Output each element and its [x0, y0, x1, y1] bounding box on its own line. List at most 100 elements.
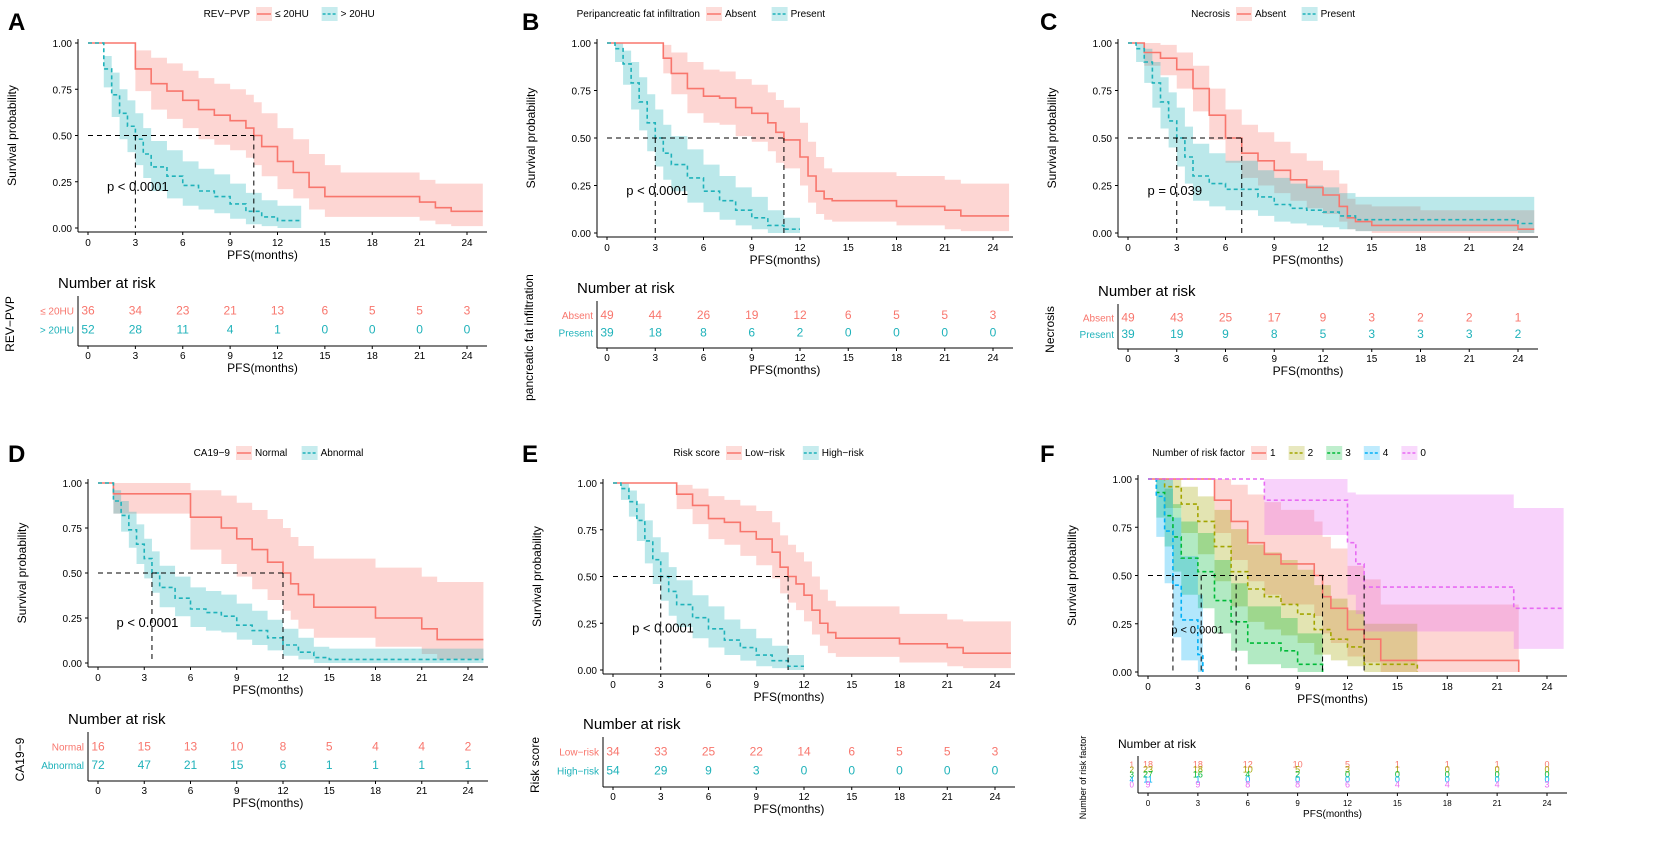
risk-x-tick-label: 9 [227, 351, 233, 362]
ci-ribbon-Present [607, 43, 800, 233]
x-axis-title: PFS(months) [754, 690, 825, 704]
x-tick-label: 15 [843, 243, 855, 254]
risk-x-tick-label: 9 [753, 792, 759, 803]
risk-x-tick-label: 24 [989, 792, 1001, 803]
risk-count: 9 [1320, 310, 1327, 324]
y-tick-label: 0.75 [1113, 523, 1133, 534]
y-tick-label: 0.50 [1113, 572, 1133, 583]
risk-count: 6 [280, 758, 287, 772]
risk-row-label: 3 [1130, 771, 1135, 780]
risk-count: 3 [1417, 327, 1424, 341]
y-axis-title: Survival probability [1045, 88, 1059, 189]
risk-x-tick-label: 21 [1493, 799, 1502, 808]
legend-entry: 4 [1383, 448, 1389, 459]
x-tick-label: 6 [1245, 682, 1251, 693]
risk-count: 0 [992, 764, 999, 778]
risk-count: 19 [1170, 327, 1184, 341]
risk-row-label: 4 [1130, 776, 1135, 785]
risk-count: 0 [1345, 770, 1350, 780]
risk-count: 22 [750, 745, 764, 759]
x-tick-label: 15 [319, 238, 331, 249]
risk-count: 44 [649, 308, 663, 322]
legend-title: REV−PVP [204, 9, 251, 20]
risk-count: 52 [81, 323, 95, 337]
risk-x-tick-label: 15 [324, 786, 336, 797]
legend-entry: Present [791, 9, 826, 20]
risk-count: 29 [654, 764, 668, 778]
risk-x-tick-label: 18 [1415, 354, 1427, 365]
risk-x-tick-label: 0 [95, 786, 101, 797]
panel-a: A REV−PVP ≤ 20HU > 20HU p < 0.0001 0.00 0.25 0.… [3, 7, 487, 375]
risk-y-axis-title: Risk score [528, 737, 542, 793]
x-tick-label: 9 [749, 243, 755, 254]
risk-count: 3 [992, 745, 999, 759]
risk-count: 4 [1395, 780, 1400, 790]
risk-count: 0 [369, 323, 376, 337]
risk-x-tick-label: 3 [1196, 799, 1201, 808]
risk-count: 0 [893, 325, 900, 339]
risk-count: 17 [1268, 310, 1282, 324]
legend-title: CA19−9 [194, 448, 231, 459]
risk-count: 8 [1271, 327, 1278, 341]
risk-count: 3 [1368, 327, 1375, 341]
risk-count: 3 [990, 308, 997, 322]
risk-count: 2 [797, 325, 804, 339]
y-axis-title: Survival probability [524, 88, 538, 189]
risk-count: 5 [1345, 760, 1350, 770]
risk-count: 49 [600, 308, 614, 322]
risk-x-axis-title: PFS(months) [750, 363, 821, 377]
risk-table-title: Number at risk [1098, 283, 1196, 300]
risk-count: 2 [465, 739, 472, 753]
panel-letter: B [522, 9, 539, 36]
risk-count: 4 [372, 739, 379, 753]
x-axis-title: PFS(months) [1297, 692, 1368, 706]
risk-x-tick-label: 9 [1271, 354, 1277, 365]
risk-count: 11 [177, 323, 190, 337]
legend-title: Number of risk factor [1152, 448, 1245, 459]
risk-count: 39 [600, 325, 614, 339]
risk-count: 5 [1320, 327, 1327, 341]
survival-curve-4 [1148, 478, 1204, 672]
x-tick-label: 0 [1145, 682, 1151, 693]
x-tick-label: 3 [1195, 682, 1201, 693]
y-tick-label: 0.75 [578, 526, 598, 537]
risk-count: 6 [748, 325, 755, 339]
y-tick-label: 0.25 [53, 178, 73, 189]
y-tick-label: 0.75 [63, 524, 83, 535]
risk-x-tick-label: 9 [234, 786, 240, 797]
x-axis-title: PFS(months) [233, 683, 304, 697]
legend-entry: ≤ 20HU [275, 9, 309, 20]
risk-x-tick-label: 15 [846, 792, 858, 803]
x-tick-label: 12 [794, 243, 806, 254]
p-value: p < 0.0001 [107, 179, 169, 194]
y-tick-label: 0.25 [572, 182, 592, 193]
risk-count: 0 [1495, 775, 1500, 785]
y-tick-label: 0.75 [53, 85, 73, 96]
risk-count: 39 [1121, 327, 1135, 341]
risk-count: 49 [1121, 310, 1135, 324]
x-tick-label: 0 [85, 238, 91, 249]
risk-count: 28 [129, 323, 143, 337]
risk-count: 10 [230, 739, 244, 753]
ci-ribbon-≤ 20HU [88, 43, 483, 227]
x-tick-label: 18 [891, 243, 903, 254]
risk-row-label: 2 [1130, 766, 1135, 775]
risk-x-tick-label: 21 [942, 792, 954, 803]
x-tick-label: 18 [370, 673, 382, 684]
survival-curve-Abnormal [98, 482, 484, 661]
panel-letter: C [1040, 9, 1057, 36]
risk-count: 0 [990, 325, 997, 339]
risk-table-title: Number at risk [577, 280, 675, 297]
risk-count: 0 [801, 764, 808, 778]
x-tick-label: 12 [277, 673, 289, 684]
risk-x-tick-label: 21 [414, 351, 426, 362]
x-tick-label: 12 [798, 680, 810, 691]
y-tick-label: 0.25 [1093, 182, 1113, 193]
risk-count: 6 [848, 745, 855, 759]
risk-count: 0 [1445, 765, 1450, 775]
risk-count: 3 [1368, 310, 1375, 324]
x-tick-label: 24 [989, 680, 1001, 691]
risk-count: 43 [1170, 310, 1184, 324]
risk-count: 0 [845, 325, 852, 339]
x-tick-label: 21 [416, 673, 428, 684]
